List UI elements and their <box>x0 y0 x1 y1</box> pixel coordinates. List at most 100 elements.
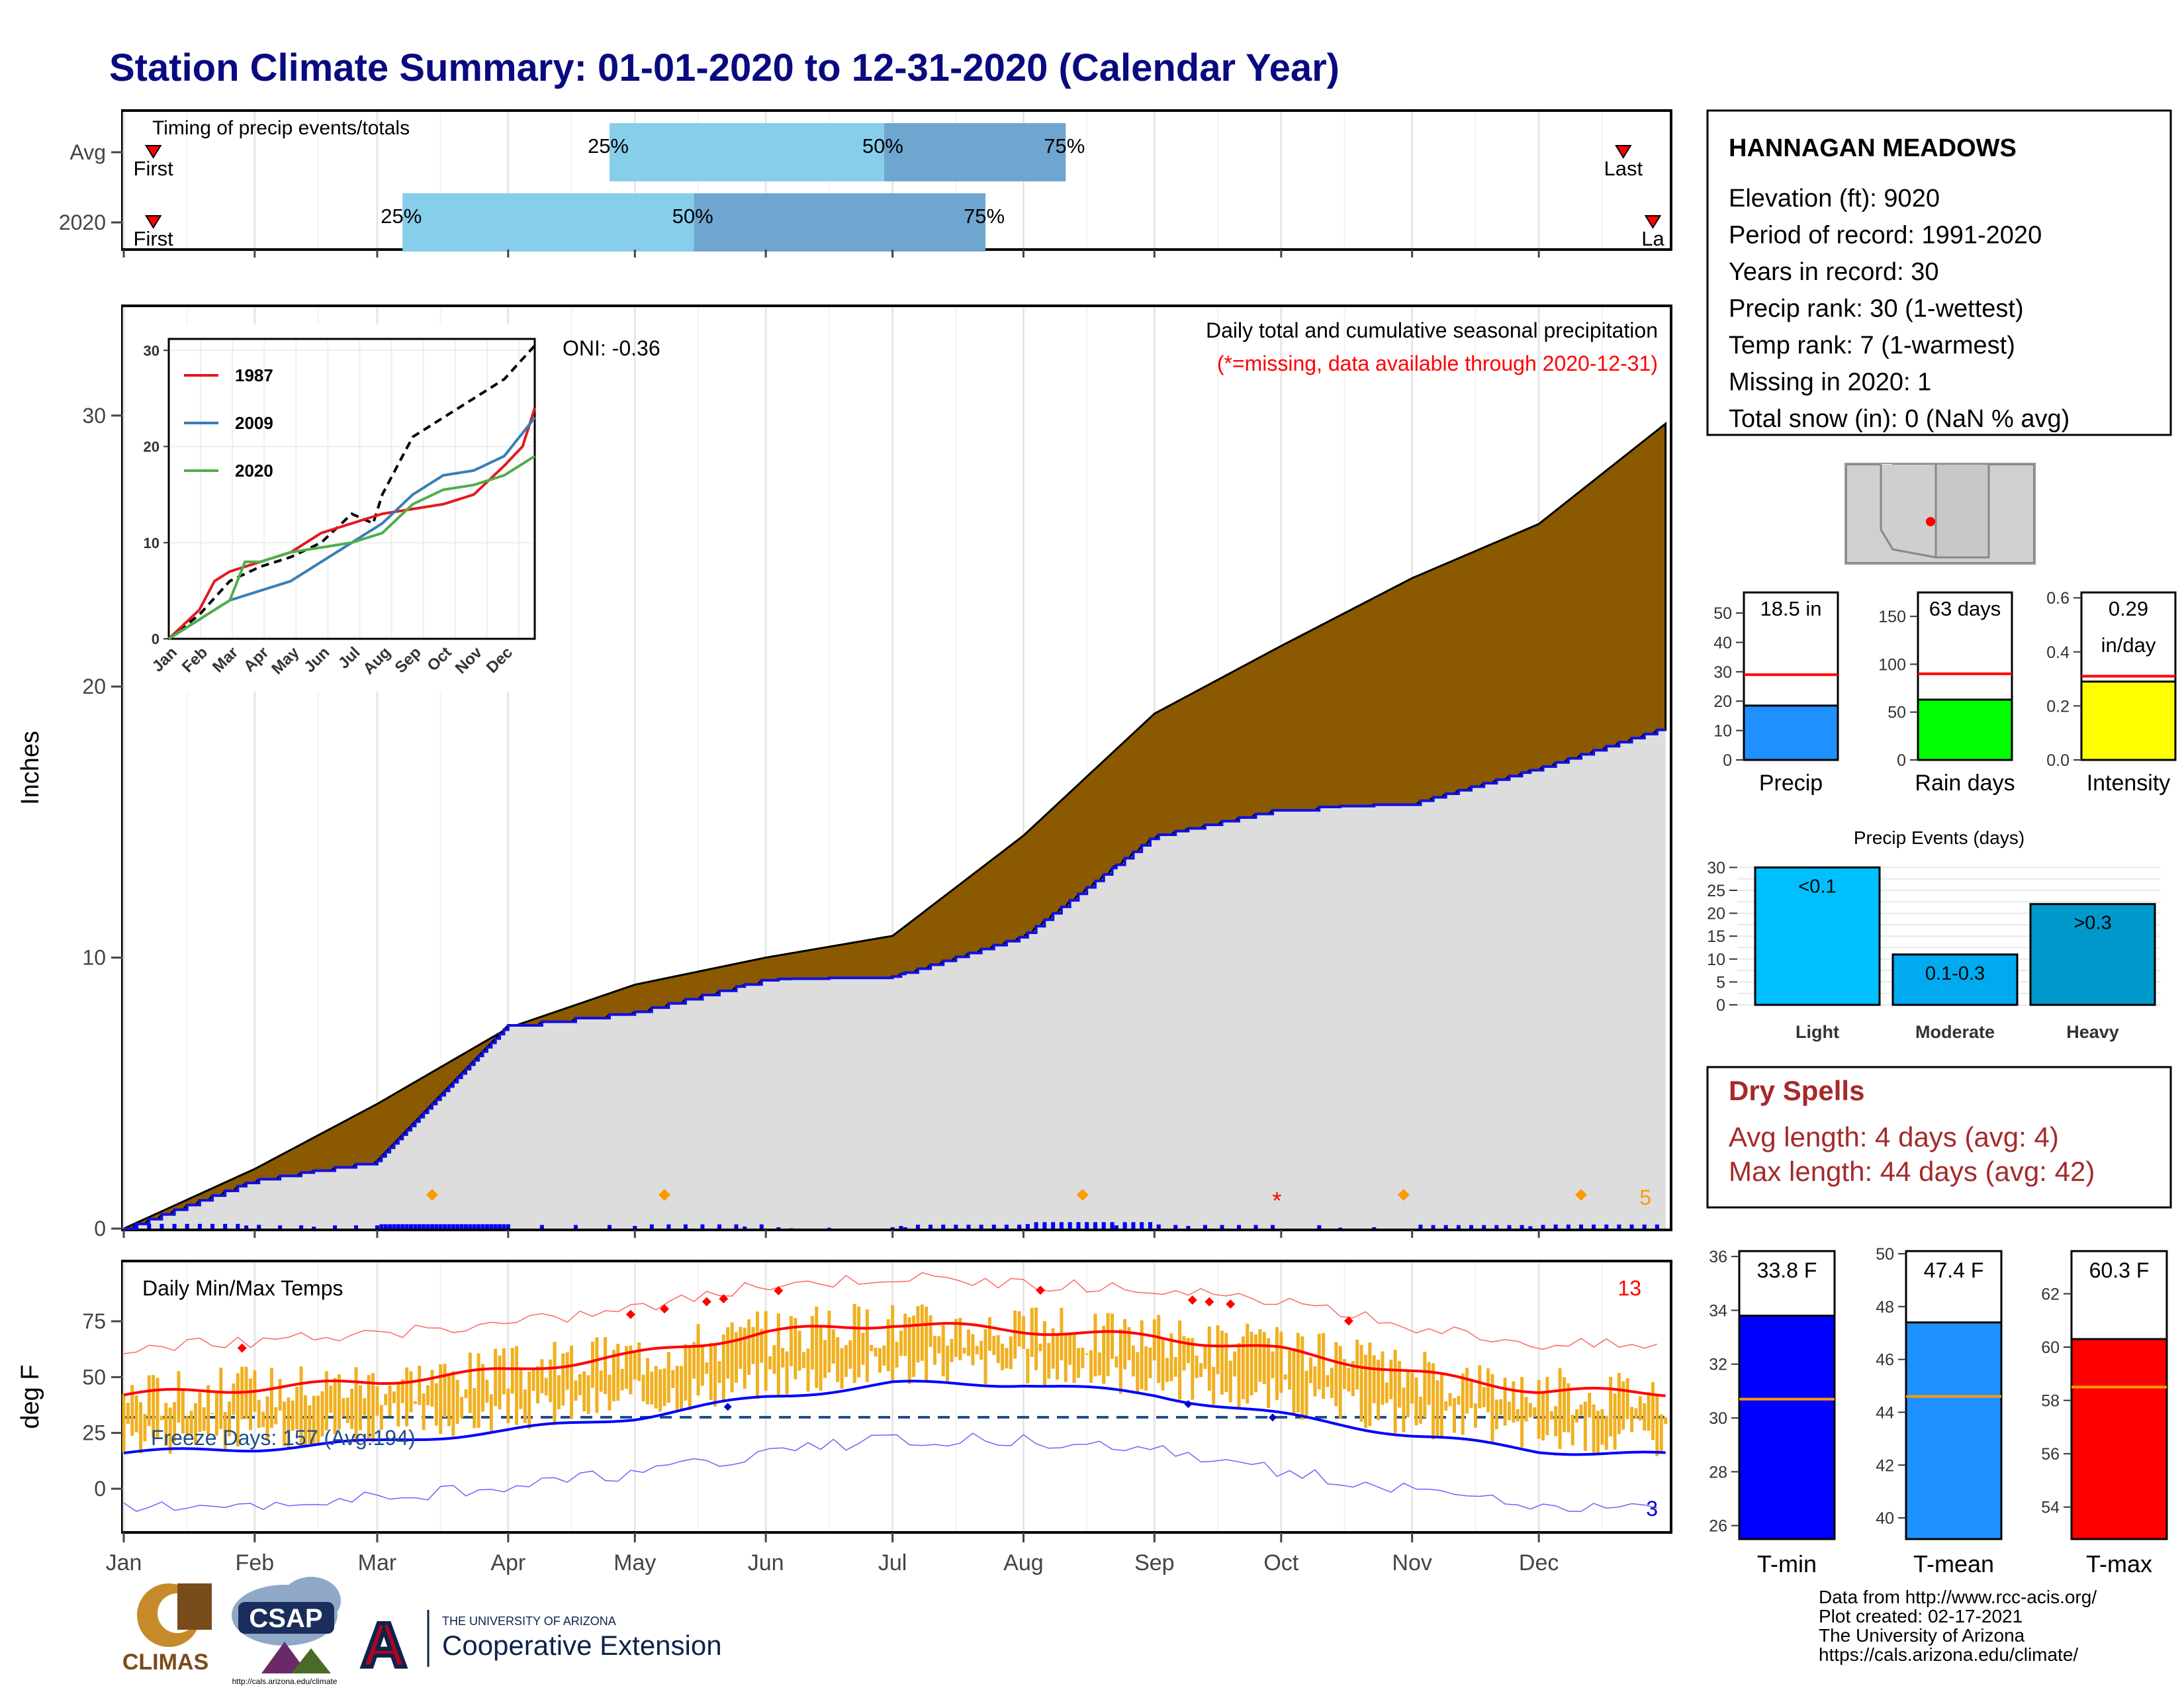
month-label: Nov <box>1392 1550 1432 1575</box>
daily-precip-bar <box>1051 1222 1056 1229</box>
heavy-event-marker <box>426 1189 438 1201</box>
daily-temp-bar <box>1127 1327 1131 1360</box>
daily-temp-bar <box>535 1366 539 1404</box>
temp-chart: 0 25 50 75 <box>82 1272 1670 1513</box>
daily-temp-bar <box>1617 1372 1621 1434</box>
first-event-marker <box>144 145 162 159</box>
daily-temp-bar <box>865 1309 869 1382</box>
daily-precip-bar <box>185 1223 189 1229</box>
daily-precip-bar <box>1317 1225 1322 1229</box>
temp-bar-tick-label: 54 <box>2041 1499 2060 1517</box>
daily-temp-bar <box>920 1304 924 1361</box>
daily-temp-bar <box>1494 1399 1498 1430</box>
inset-avg-line <box>167 344 536 640</box>
temp-bar-tick-label: 32 <box>1709 1356 1727 1374</box>
temp-ytick-label: 75 <box>82 1309 106 1333</box>
daily-temp-bar <box>802 1352 806 1368</box>
daily-temp-bar <box>1613 1393 1617 1450</box>
daily-precip-bar <box>633 1225 637 1229</box>
daily-precip-bar <box>468 1224 473 1229</box>
daily-precip-bar <box>683 1224 688 1229</box>
daily-precip-bar <box>1553 1224 1558 1229</box>
daily-temp-bar <box>283 1401 287 1446</box>
daily-temp-bar <box>177 1371 181 1423</box>
csap-url: http://cals.arizona.edu/climate <box>232 1677 338 1686</box>
daily-temp-bar <box>189 1411 193 1436</box>
daily-temp-bar <box>122 1394 126 1452</box>
events-bar-label: Heavy <box>2066 1022 2119 1042</box>
daily-temp-bar <box>1418 1396 1422 1424</box>
daily-temp-bar <box>439 1364 443 1434</box>
daily-precip-bar <box>1173 1225 1178 1229</box>
daily-precip-bar <box>463 1224 468 1229</box>
daily-precip-bar <box>455 1224 460 1229</box>
daily-temp-bar <box>612 1350 615 1401</box>
daily-temp-bar <box>473 1387 477 1429</box>
daily-temp-bar <box>806 1348 810 1392</box>
daily-precip-bar <box>539 1225 544 1229</box>
daily-precip-bar <box>1236 1225 1241 1229</box>
daily-temp-bar <box>1655 1394 1659 1456</box>
daily-temp-bar <box>1300 1336 1304 1420</box>
daily-temp-bar <box>1377 1360 1381 1421</box>
daily-temp-bar <box>823 1340 827 1378</box>
daily-precip-bar <box>1034 1222 1038 1229</box>
month-label: Oct <box>1263 1550 1298 1575</box>
daily-temp-bar <box>379 1405 383 1430</box>
daily-temp-bar <box>506 1388 510 1423</box>
last-event-label: La <box>1641 227 1664 250</box>
daily-precip-bar <box>244 1225 249 1229</box>
daily-precip-bar <box>899 1226 903 1229</box>
daily-temp-bar <box>1296 1333 1300 1413</box>
daily-temp-bar <box>717 1361 721 1383</box>
daily-precip-bar <box>1068 1222 1072 1229</box>
daily-temp-bar <box>721 1334 725 1401</box>
daily-temp-bar <box>743 1327 747 1389</box>
month-label: Dec <box>1519 1550 1559 1575</box>
daily-temp-bar <box>705 1362 709 1374</box>
daily-temp-bar <box>645 1358 649 1405</box>
timing-p25-label: 25% <box>588 134 629 158</box>
record-low-marker <box>723 1403 732 1411</box>
daily-temp-bar <box>1042 1321 1046 1386</box>
daily-temp-bar <box>371 1373 375 1442</box>
daily-temp-bar <box>747 1319 751 1375</box>
daily-temp-bar <box>937 1336 941 1354</box>
daily-temp-bar <box>1592 1404 1596 1453</box>
temp-bar-tick-label: 58 <box>2041 1392 2060 1411</box>
daily-temp-bar <box>1393 1349 1397 1434</box>
daily-temp-bar <box>946 1345 950 1383</box>
record-high-marker <box>625 1309 635 1319</box>
temperature-summary-bars: 33.8 F T-min 26 28 30 32 34 36 47.4 F T-mean 40 42 4… <box>1709 1245 2168 1577</box>
daily-precip-bar <box>759 1224 764 1229</box>
daily-precip-bar <box>743 1226 747 1229</box>
daily-precip-bar <box>447 1224 451 1229</box>
daily-precip-bar <box>1122 1222 1127 1229</box>
daily-precip-bar <box>776 1227 781 1229</box>
daily-temp-bar <box>1064 1335 1068 1382</box>
daily-temp-bar <box>1005 1348 1009 1369</box>
inset-ytick-label: 0 <box>152 631 159 647</box>
daily-precip-bar <box>477 1224 481 1229</box>
daily-temp-bar <box>962 1347 966 1354</box>
events-bar <box>1891 953 2019 1006</box>
daily-temp-bar <box>345 1397 349 1423</box>
station-name: HANNAGAN MEADOWS <box>1729 134 2017 162</box>
temp-bar-tick-label: 30 <box>1709 1409 1727 1428</box>
daily-temp-bar <box>1317 1333 1321 1390</box>
daily-temp-bar <box>1541 1391 1545 1441</box>
daily-precip-bar <box>1431 1225 1435 1229</box>
daily-temp-bar <box>1246 1323 1250 1404</box>
daily-precip-bar <box>1253 1225 1258 1229</box>
daily-temp-bar <box>709 1342 713 1400</box>
mini-bar-fill <box>1917 698 2013 761</box>
daily-temp-bar <box>1081 1347 1085 1368</box>
daily-precip-bar <box>159 1223 164 1229</box>
inset-frame <box>167 338 536 640</box>
daily-precip-bar <box>1604 1224 1609 1229</box>
daily-precip-bar <box>1338 1227 1343 1229</box>
daily-precip-bar <box>409 1224 414 1229</box>
first-event-marker <box>144 215 162 229</box>
daily-temp-bar <box>641 1374 645 1402</box>
month-label: Sep <box>1134 1550 1175 1575</box>
